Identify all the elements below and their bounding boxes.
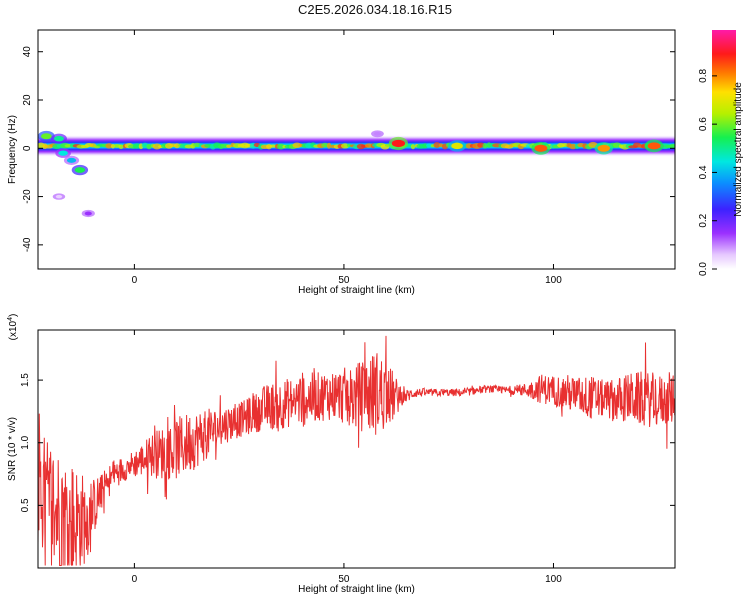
spectrogram-cell: [340, 143, 350, 149]
colorbar: 0.0 0.2 0.4 0.6 0.8 Normalized spectral ampl…: [698, 30, 744, 276]
spectrogram-cell: [482, 143, 488, 149]
snr-x-tick-label: 0: [132, 574, 138, 585]
spectrogram-x-tick-label: 100: [545, 275, 562, 286]
colorbar-tick-label: 0.4: [698, 165, 709, 179]
spectrogram-cell: [410, 144, 416, 150]
snr-y-axis-label: SNR (10 * v/v): [7, 417, 18, 481]
colorbar-tick-label: 0.8: [698, 68, 709, 82]
snr-axes: 0 50 100 0.5 1.0 1.5: [20, 330, 675, 585]
snr-x-axis-label: Height of straight line (km): [298, 584, 415, 595]
spectrogram-feature: [40, 133, 52, 140]
spectrogram-feature: [374, 131, 381, 136]
spectrogram-y-axis-label: Frequency (Hz): [7, 115, 18, 184]
colorbar-gradient: [712, 30, 736, 269]
spectrogram-cell: [433, 142, 441, 148]
spectrogram-cell: [226, 144, 232, 148]
colorbar-tick-label: 0.6: [698, 117, 709, 131]
spectrogram-feature: [53, 135, 64, 142]
colorbar-tick-label: 0.0: [698, 262, 709, 276]
spectrogram-cell: [669, 143, 675, 149]
spectrogram-y-tick-label: 40: [22, 46, 33, 58]
spectrogram-feature: [58, 150, 68, 156]
chart-title: C2E5.2026.034.18.16.R15: [298, 2, 452, 17]
spectrogram-x-tick-label: 0: [132, 275, 138, 286]
spectrogram-x-tick-label: 50: [338, 275, 350, 286]
colorbar-label: Normalized spectral amplitude: [733, 82, 744, 217]
spectrogram-cell: [276, 143, 286, 150]
spectrogram-cell: [118, 144, 124, 150]
spectrogram-feature: [534, 144, 548, 152]
snr-y-tick-label: 1.0: [20, 435, 31, 449]
spectrogram-y-tick-label: 0: [22, 145, 33, 151]
spectrogram-cell: [364, 143, 374, 148]
spectrogram-feature: [597, 144, 610, 152]
spectrogram-frame: [37, 29, 676, 270]
spectrogram-cell: [152, 143, 162, 150]
spectrogram-cell: [146, 143, 152, 150]
spectrogram-cell: [269, 144, 277, 148]
spectrogram-feature: [66, 157, 77, 163]
spectrogram-feature: [451, 142, 463, 150]
spectrogram-cell: [105, 143, 113, 149]
spectrogram-y-tick-label: 20: [22, 94, 33, 106]
spectrogram-cell: [193, 142, 201, 147]
spectrogram-axes: 0 50 100 -40 -20 0 20 40: [22, 30, 675, 286]
spectrogram-feature: [647, 142, 661, 150]
spectrogram-cell: [346, 143, 352, 148]
spectrogram-panel: 0 50 100 -40 -20 0 20 40 Height of straight lin…: [7, 29, 676, 296]
snr-y-tick-label: 1.5: [20, 373, 31, 387]
spectrogram-cell: [326, 142, 332, 149]
spectrogram-feature: [391, 139, 406, 148]
spectrogram-cell: [422, 143, 428, 149]
snr-frame: [37, 329, 676, 569]
colorbar-ticks: 0.0 0.2 0.4 0.6 0.8: [698, 68, 717, 276]
spectrogram-cell: [321, 142, 329, 148]
spectrogram-cell: [569, 143, 577, 150]
colorbar-tick-label: 0.2: [698, 213, 709, 227]
spectrogram-cell: [292, 142, 302, 149]
snr-series-line: [38, 335, 675, 566]
spectrogram-cell: [174, 143, 180, 149]
snr-x-tick-label: 50: [338, 574, 350, 585]
snr-plot-area: [38, 335, 675, 566]
spectrogram-cell: [426, 143, 432, 148]
snr-y-tick-label: 0.5: [20, 498, 31, 512]
spectrogram-feature: [74, 167, 86, 173]
spectrogram-plot-area: [38, 130, 675, 218]
spectrogram-feature: [84, 211, 92, 216]
snr-y-multiplier: (x104): [7, 314, 19, 341]
spectrogram-x-axis-label: Height of straight line (km): [298, 285, 415, 296]
snr-panel: 0 50 100 0.5 1.0 1.5 Height of straight line …: [7, 314, 676, 595]
spectrogram-feature: [55, 194, 63, 199]
snr-x-tick-label: 100: [545, 574, 562, 585]
spectrogram-cell: [562, 142, 568, 147]
spectrogram-y-tick-label: -40: [22, 237, 33, 252]
spectrogram-y-tick-label: -20: [22, 189, 33, 204]
